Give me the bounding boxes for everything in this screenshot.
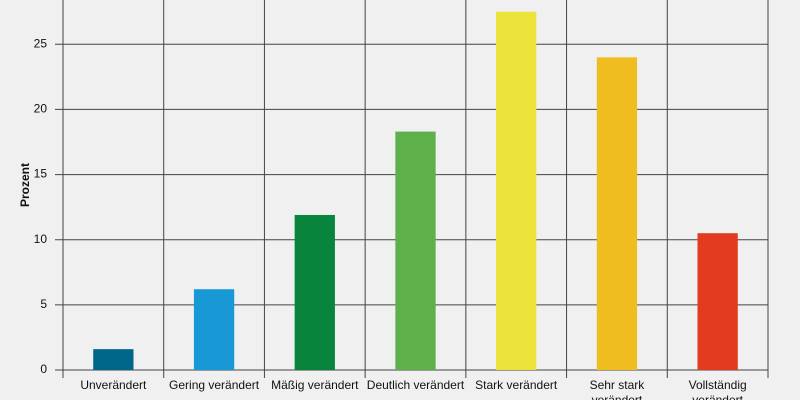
y-tick-label: 15 xyxy=(34,167,48,181)
x-tick-label: Vollständig verändert xyxy=(688,378,747,400)
x-tick-label: Mäßig verändert xyxy=(271,378,359,392)
bar xyxy=(193,289,235,370)
bar xyxy=(395,131,436,370)
y-tick-label: 25 xyxy=(34,36,48,50)
y-tick-label: 20 xyxy=(34,102,48,116)
bar xyxy=(596,57,638,370)
x-tick-label: Sehr stark verändert xyxy=(589,378,645,400)
y-tick-label: 5 xyxy=(40,297,47,311)
bar xyxy=(93,349,134,370)
y-tick-label: 10 xyxy=(34,232,48,246)
y-tick-label: 0 xyxy=(40,362,47,376)
y-axis-label: Prozent xyxy=(18,163,32,207)
x-tick-label: Gering verändert xyxy=(169,378,260,392)
x-tick-label: Deutlich verändert xyxy=(366,378,465,392)
x-tick-label: Stark verändert xyxy=(475,378,558,392)
bar xyxy=(294,214,335,370)
bar xyxy=(496,11,537,371)
bar xyxy=(697,233,738,370)
x-tick-label: Unverändert xyxy=(80,378,147,392)
